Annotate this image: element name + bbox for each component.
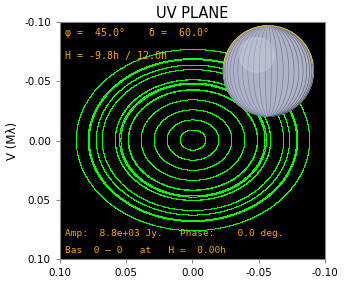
Text: Bas  0 – 0   at   H =  0.00h: Bas 0 – 0 at H = 0.00h [65,246,226,255]
Text: φ =  45.0°    δ =  60.0°: φ = 45.0° δ = 60.0° [65,28,209,38]
Title: UV PLANE: UV PLANE [156,6,229,20]
Circle shape [239,38,274,72]
Circle shape [223,25,314,117]
Text: H = -9.8h / 12.0h: H = -9.8h / 12.0h [65,51,167,61]
Text: Amp:  8.8e+03 Jy.   Phase:    0.0 deg.: Amp: 8.8e+03 Jy. Phase: 0.0 deg. [65,229,284,237]
Y-axis label: V (Mλ): V (Mλ) [6,122,19,160]
